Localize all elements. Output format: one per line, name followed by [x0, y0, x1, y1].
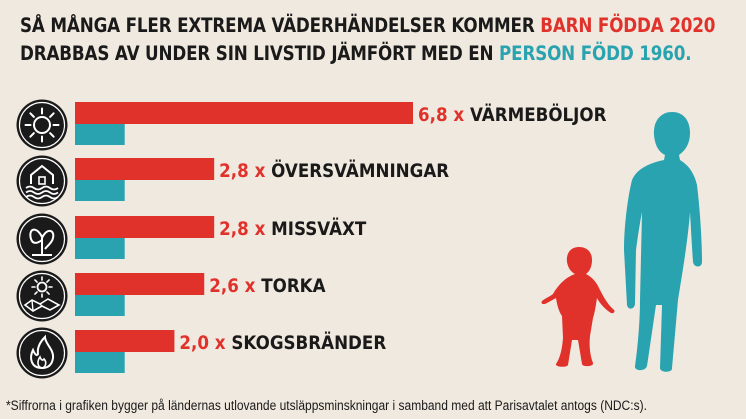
- title-line-1: SÅ MÅNGA FLER EXTREMA VÄDERHÄNDELSER KOM…: [20, 14, 716, 37]
- data-label: 2,6 x TORKA: [209, 275, 325, 297]
- child-figure: [541, 247, 615, 367]
- category-label: VÄRMEBÖLJOR: [470, 103, 607, 126]
- data-label: 2,8 x ÖVERSVÄMNINGAR: [219, 159, 449, 182]
- footnote: *Siffrorna i grafiken bygger på länderna…: [6, 398, 647, 413]
- bar-child: [75, 216, 215, 238]
- chart-row: 2,8 x ÖVERSVÄMNINGAR: [16, 155, 449, 207]
- chart-row: 2,8 x MISSVÄXT: [16, 213, 367, 265]
- adult-figure: [624, 112, 702, 372]
- data-label: 6,8 x VÄRMEBÖLJOR: [418, 103, 607, 126]
- data-label-value: 2,8 x: [219, 218, 271, 240]
- drought-icon: [16, 270, 68, 322]
- bar-child: [75, 102, 413, 124]
- page-title: SÅ MÅNGA FLER EXTREMA VÄDERHÄNDELSER KOM…: [20, 12, 716, 68]
- category-label: TORKA: [261, 275, 325, 297]
- bar-adult: [75, 180, 125, 201]
- data-label-value: 2,6 x: [209, 275, 261, 297]
- title-highlight-child: BARN FÖDDA 2020: [540, 14, 716, 37]
- title-line-2: DRABBAS AV UNDER SIN LIVSTID JÄMFÖRT MED…: [20, 42, 692, 65]
- bar-adult: [75, 238, 125, 259]
- bar-adult: [75, 124, 125, 145]
- withered-plant-icon: [16, 213, 68, 265]
- data-label-value: 2,0 x: [179, 332, 231, 354]
- child-silhouette: [541, 247, 615, 367]
- sun-icon: [16, 99, 68, 151]
- category-label: MISSVÄXT: [271, 217, 367, 240]
- bar-adult: [75, 352, 125, 373]
- bar-child: [75, 158, 215, 180]
- adult-silhouette: [624, 112, 702, 372]
- category-label: ÖVERSVÄMNINGAR: [271, 159, 449, 182]
- data-label-value: 2,8 x: [219, 160, 271, 182]
- flooded-house-icon: [16, 155, 68, 207]
- bar-child: [75, 330, 175, 352]
- bar-child: [75, 273, 205, 295]
- data-label: 2,0 x SKOGSBRÄNDER: [179, 331, 386, 354]
- title-highlight-adult: PERSON FÖDD 1960.: [499, 42, 692, 65]
- data-label-value: 6,8 x: [418, 104, 470, 126]
- chart-row: 2,0 x SKOGSBRÄNDER: [16, 327, 386, 379]
- bar-adult: [75, 295, 125, 316]
- fire-icon: [16, 327, 68, 379]
- data-label: 2,8 x MISSVÄXT: [219, 217, 367, 240]
- chart-row: 2,6 x TORKA: [16, 270, 326, 322]
- chart-row: 6,8 x VÄRMEBÖLJOR: [16, 99, 607, 151]
- category-label: SKOGSBRÄNDER: [231, 331, 386, 354]
